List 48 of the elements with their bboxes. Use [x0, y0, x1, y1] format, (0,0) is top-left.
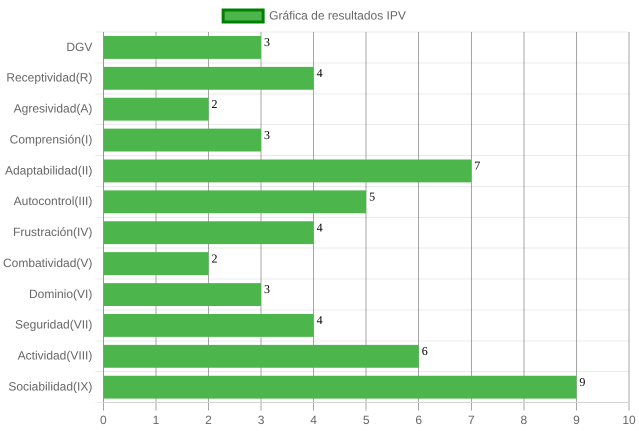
x-tick-label: 3 [258, 413, 265, 428]
y-tick-label: Agresividad(A) [14, 102, 92, 116]
x-tick-label: 4 [310, 413, 318, 428]
bar [104, 190, 366, 214]
data-label: 9 [579, 374, 586, 389]
bar [104, 36, 262, 59]
bar [104, 314, 314, 337]
y-tick-label: DGV [66, 40, 92, 54]
y-tick-label: Frustración(IV) [13, 225, 92, 240]
data-label: 6 [422, 344, 428, 358]
data-label: 2 [211, 96, 218, 111]
y-tick-label: Adaptabilidad(II) [4, 163, 92, 178]
bar [104, 160, 472, 182]
data-label: 4 [316, 313, 323, 328]
bar [104, 128, 262, 152]
bar [104, 376, 576, 399]
y-tick-label: Comprensión(I) [10, 132, 92, 146]
data-label: 3 [264, 282, 270, 296]
y-tick-label: Sociabilidad(IX) [8, 379, 92, 394]
data-label: 3 [264, 35, 270, 50]
x-tick-label: 5 [362, 413, 370, 428]
bar [104, 344, 419, 368]
x-tick-label: 10 [622, 413, 636, 428]
data-label: 4 [316, 66, 323, 80]
data-label: 3 [264, 128, 270, 142]
bar [104, 66, 314, 90]
y-tick-label: Receptividad(R) [6, 70, 92, 85]
x-tick-label: 2 [205, 413, 212, 428]
x-tick-label: 9 [573, 413, 580, 428]
bar [104, 98, 208, 121]
x-tick-label: 6 [415, 413, 422, 428]
bar [104, 221, 314, 244]
y-tick-label: Autocontrol(III) [14, 194, 92, 208]
y-tick-label: Dominio(VI) [29, 286, 92, 301]
y-tick-label: Seguridad(VII) [14, 318, 92, 332]
data-label: 2 [211, 251, 218, 266]
data-label: 7 [474, 158, 480, 173]
x-tick-label: 7 [468, 413, 475, 428]
x-tick-label: 0 [100, 413, 108, 428]
data-label: 5 [369, 190, 376, 204]
data-label: 4 [316, 220, 323, 234]
y-tick-label: Combatividad(V) [2, 256, 92, 270]
bar [104, 283, 262, 306]
bar [104, 252, 208, 276]
x-tick-label: 8 [520, 413, 528, 428]
legend-label: Gráfica de resultados IPV [269, 8, 406, 22]
y-tick-label: Actividad(VIII) [18, 348, 92, 363]
x-tick-label: 1 [152, 413, 160, 428]
